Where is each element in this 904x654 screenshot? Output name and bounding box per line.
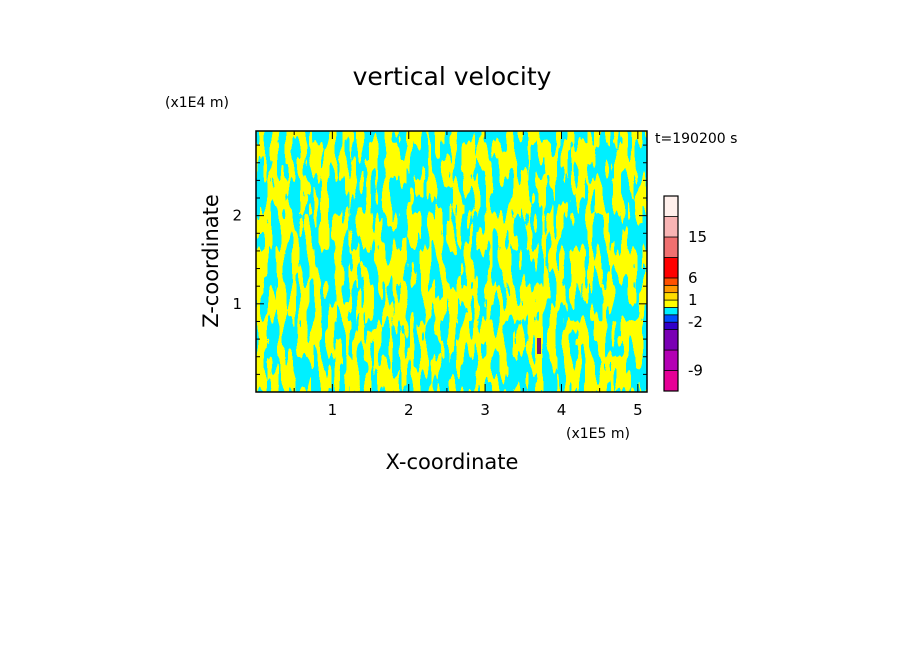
velocity-field [256,131,647,392]
y-axis-ticks: 12 [232,144,647,375]
colorbar-segment [663,195,679,217]
x-axis-ticks: 1 2 3 4 5 [293,131,643,419]
colorbar-segment [663,257,679,279]
colorbar-segment [663,284,679,294]
x-tick-label: 4 [557,401,567,419]
colorbar-segment [663,321,679,330]
x-axis-label: X-coordinate [386,450,519,474]
positive-velocity-region [256,131,647,392]
colorbar-tick-label: -9 [688,362,703,380]
colorbar-tick-label: -2 [688,313,703,331]
colorbar-segment [663,299,679,308]
y-axis-label: Z-coordinate [199,194,223,328]
colorbar-tick-label: 6 [688,269,698,287]
time-label: t=190200 s [655,131,737,147]
colorbar-segment [663,216,679,238]
colorbar-segment [663,236,679,258]
colorbar-tick-label: 1 [688,291,698,309]
colorbar-segment [663,314,679,323]
colorbar-segment [663,307,679,316]
x-tick-label: 3 [480,401,490,419]
x-scale-label: (x1E5 m) [566,426,630,442]
colorbar-segment [663,329,679,351]
y-tick-label: 2 [232,207,242,225]
colorbar: -9 -2 1 6 15 [663,195,707,392]
colorbar-segment [663,370,679,392]
colorbar-tick-label: 15 [688,228,707,246]
x-tick-label: 1 [328,401,338,419]
colorbar-segment [663,277,679,286]
colorbar-segment [663,292,679,301]
x-tick-label: 5 [633,401,643,419]
updraft-anomaly [537,338,541,354]
colorbar-segment [663,349,679,371]
plot-frame [255,130,648,393]
x-tick-label: 2 [404,401,414,419]
y-scale-label: (x1E4 m) [165,95,229,111]
y-tick-label: 1 [232,295,242,313]
chart-title: vertical velocity [353,62,552,91]
colorbar-frame [663,195,679,392]
